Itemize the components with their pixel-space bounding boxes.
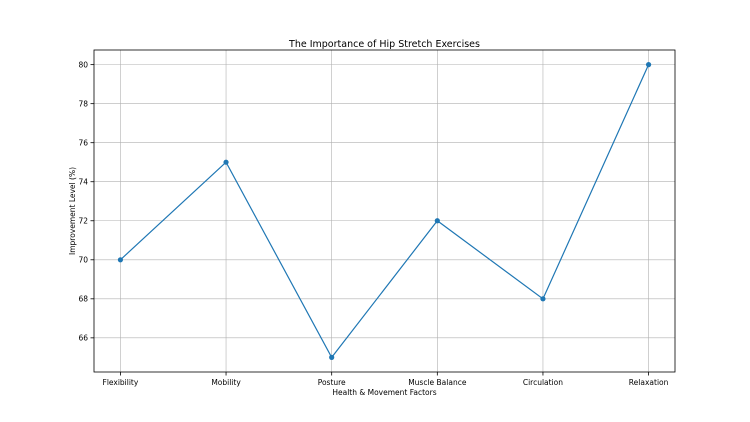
data-point-posture xyxy=(329,354,335,360)
data-point-relaxation xyxy=(645,62,652,68)
chart-title: The Importance of Hip Stretch Exercises xyxy=(288,39,480,50)
data-point-mobility xyxy=(223,159,229,165)
x-tick-label: Posture xyxy=(318,378,346,387)
x-tick-label: Circulation xyxy=(523,378,563,387)
grid xyxy=(94,50,675,372)
x-axis-label: Health & Movement Factors xyxy=(332,388,436,397)
x-tick-label: Muscle Balance xyxy=(408,378,467,387)
y-tick-label: 72 xyxy=(78,216,88,225)
data-point-circulation xyxy=(540,296,546,302)
y-tick-label: 68 xyxy=(78,295,88,304)
series-line xyxy=(117,62,652,360)
y-tick-label: 78 xyxy=(78,99,88,108)
x-axis: Flexibility Mobility Posture Muscle Balance… xyxy=(103,372,669,387)
y-tick-label: 66 xyxy=(78,334,88,343)
y-tick-label: 80 xyxy=(78,60,88,69)
data-point-flexibility xyxy=(117,257,124,263)
y-axis-label: Improvement Level (%) xyxy=(68,167,77,255)
x-tick-label: Relaxation xyxy=(629,378,669,387)
y-tick-label: 76 xyxy=(78,138,88,147)
y-axis: 66 68 70 72 74 76 78 80 xyxy=(78,60,94,343)
data-point-muscle-balance xyxy=(434,218,440,224)
x-tick-label: Mobility xyxy=(211,378,241,387)
plot-frame xyxy=(93,49,676,373)
y-tick-label: 74 xyxy=(78,177,88,186)
series-line-path xyxy=(120,64,650,359)
y-tick-label: 70 xyxy=(78,255,88,264)
x-tick-label: Flexibility xyxy=(103,378,139,387)
